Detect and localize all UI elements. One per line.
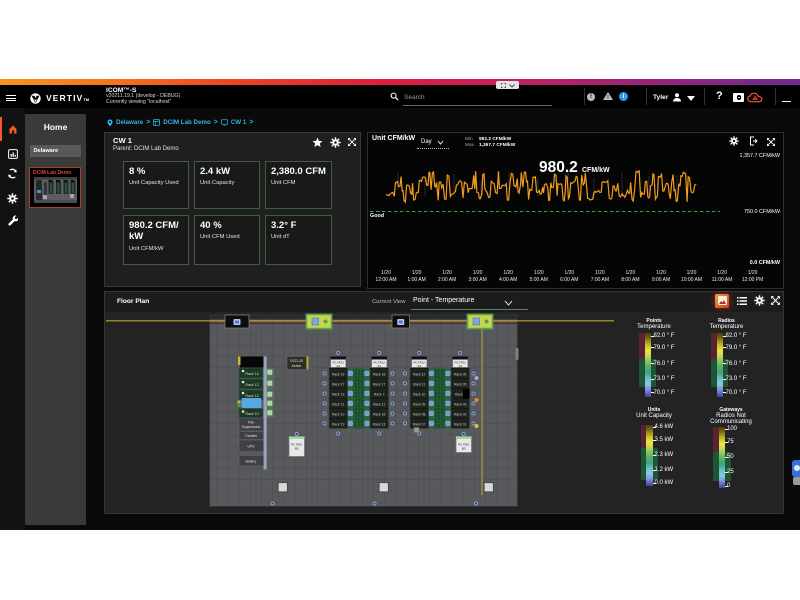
svg-text:Transfer: Transfer xyxy=(245,434,258,438)
svg-text:Rack 09: Rack 09 xyxy=(413,402,426,406)
svg-text:Rack 7: Rack 7 xyxy=(374,392,385,396)
svg-text:A1: A1 xyxy=(377,363,381,367)
svg-text:Rack 10: Rack 10 xyxy=(245,412,258,416)
svg-text:Rack 19: Rack 19 xyxy=(332,372,345,376)
svg-text:Rack 16: Rack 16 xyxy=(373,412,386,416)
svg-text:B5: B5 xyxy=(295,446,299,450)
svg-text:Rack 14: Rack 14 xyxy=(245,372,258,376)
svg-text:Rack 06: Rack 06 xyxy=(454,372,467,376)
svg-text:Rack 02: Rack 02 xyxy=(454,412,467,416)
svg-text:B3: B3 xyxy=(462,446,466,450)
svg-text:PC PDU: PC PDU xyxy=(333,360,344,364)
svg-text:Active: Active xyxy=(292,364,302,368)
svg-text:Rack 16: Rack 16 xyxy=(373,372,386,376)
svg-text:Rack 19: Rack 19 xyxy=(332,422,345,426)
svg-text:Rack 11: Rack 11 xyxy=(332,402,344,406)
svg-text:Fire: Fire xyxy=(248,420,254,424)
svg-text:A2: A2 xyxy=(336,363,340,367)
svg-text:A3: A3 xyxy=(458,363,462,367)
svg-text:Rack 12: Rack 12 xyxy=(413,372,426,376)
svg-text:Rack 13: Rack 13 xyxy=(245,383,258,387)
svg-text:Rack 11: Rack 11 xyxy=(413,382,425,386)
svg-text:Rack 8: Rack 8 xyxy=(455,392,466,396)
svg-text:Rack 13: Rack 13 xyxy=(332,392,345,396)
svg-text:A4: A4 xyxy=(417,363,421,367)
svg-text:PC PDU: PC PDU xyxy=(291,442,302,446)
svg-text:Suppression: Suppression xyxy=(242,425,261,429)
svg-text:Rack 13: Rack 13 xyxy=(373,422,386,426)
svg-text:Rack 03: Rack 03 xyxy=(454,402,467,406)
svg-text:Rack 10: Rack 10 xyxy=(332,412,345,416)
svg-text:PC PDU: PC PDU xyxy=(455,360,466,364)
svg-text:PC PDU: PC PDU xyxy=(414,360,425,364)
svg-text:Rack 08: Rack 08 xyxy=(413,412,426,416)
svg-text:Rack 17: Rack 17 xyxy=(332,382,345,386)
svg-text:Rack 05: Rack 05 xyxy=(454,382,467,386)
svg-text:Rack 07: Rack 07 xyxy=(413,422,426,426)
svg-text:Rack 11: Rack 11 xyxy=(373,402,385,406)
svg-text:Rack 10: Rack 10 xyxy=(413,392,426,396)
svg-text:PC PDU: PC PDU xyxy=(458,442,469,446)
svg-text:PC PDU: PC PDU xyxy=(374,360,385,364)
svg-text:Rack 17: Rack 17 xyxy=(373,382,386,386)
svg-text:Rack 12: Rack 12 xyxy=(245,394,258,398)
svg-text:DCD-30: DCD-30 xyxy=(290,359,303,363)
svg-text:Battery: Battery xyxy=(246,459,257,463)
svg-text:Rack 01: Rack 01 xyxy=(454,422,467,426)
svg-text:UPS: UPS xyxy=(248,444,256,448)
